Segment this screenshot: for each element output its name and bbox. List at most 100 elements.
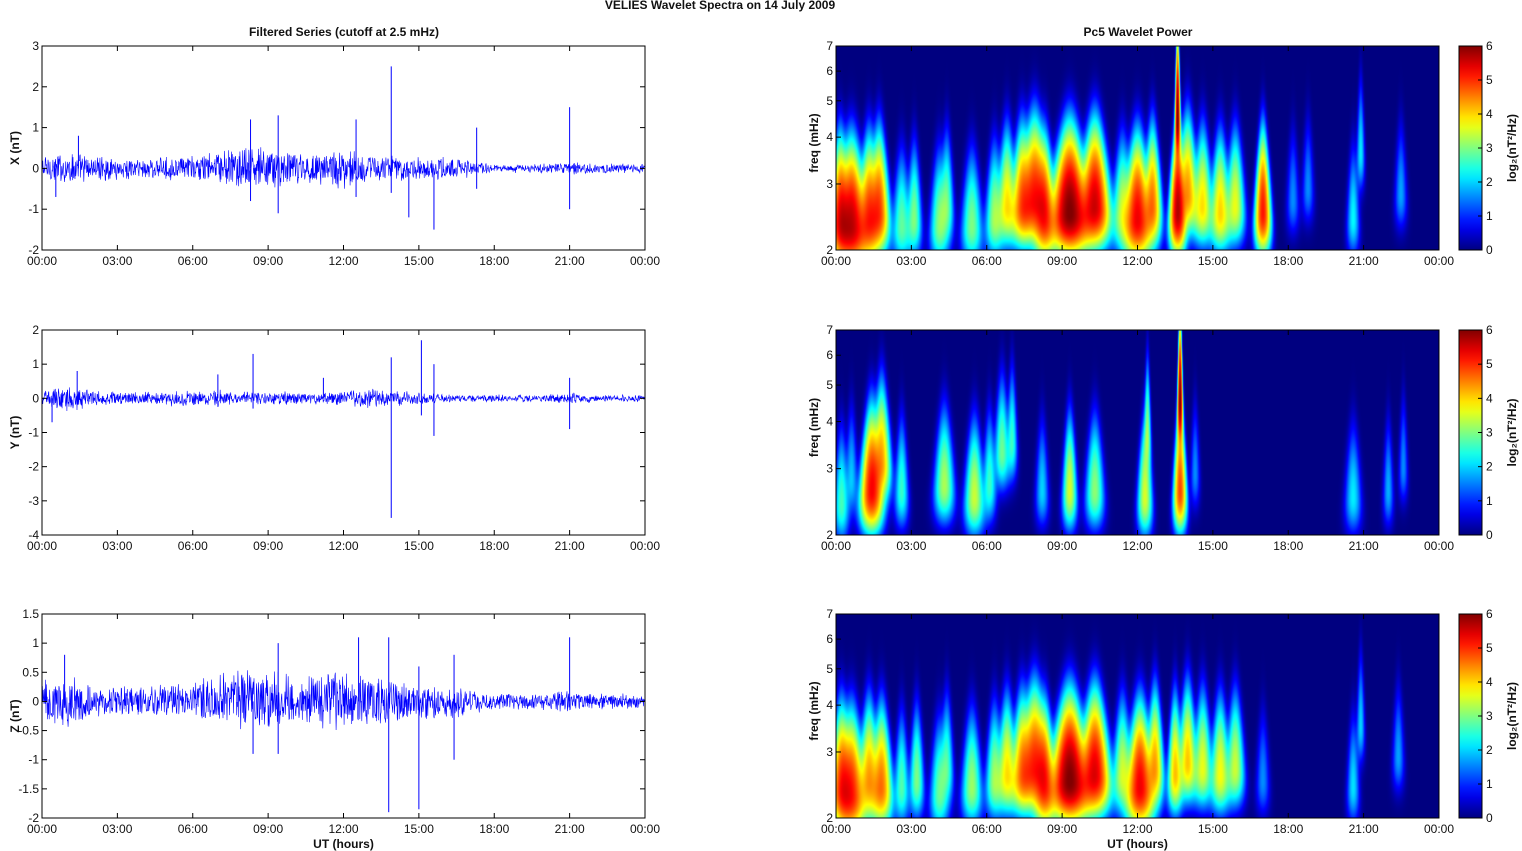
y-tick-label: 6 — [826, 64, 833, 78]
colorbar-tick-label: 4 — [1486, 107, 1493, 121]
x-tick-label: 06:00 — [972, 539, 1002, 553]
y-tick-label: -0.5 — [18, 724, 39, 738]
x-tick-label: 03:00 — [102, 254, 132, 268]
x-tick-label: 18:00 — [1273, 539, 1303, 553]
x-tick-label: 18:00 — [479, 254, 509, 268]
wavelet-power-image — [836, 330, 1439, 535]
colorbar-tick-label: 0 — [1486, 243, 1493, 257]
y-axis-label: X (nT) — [8, 131, 22, 165]
axes-frame — [41, 45, 646, 251]
x-tick-label: 21:00 — [555, 822, 585, 836]
x-tick-label: 06:00 — [178, 254, 208, 268]
x-tick-label: 03:00 — [102, 822, 132, 836]
y-tick-label: -2 — [28, 460, 39, 474]
left-column-title: Filtered Series (cutoff at 2.5 mHz) — [249, 25, 439, 39]
x-tick-label: 21:00 — [1349, 822, 1379, 836]
y-tick-label: -1.5 — [18, 782, 39, 796]
colorbar-tick-label: 0 — [1486, 528, 1493, 542]
colorbar-tick-label: 6 — [1486, 607, 1493, 621]
colorbar-tick-label: 5 — [1486, 357, 1493, 371]
y-tick-label: 4 — [826, 415, 833, 429]
x-tick-label: 00:00 — [630, 254, 660, 268]
y-tick-label: 1 — [32, 357, 39, 371]
x-tick-label: 15:00 — [404, 254, 434, 268]
colorbar-tick-label: 6 — [1486, 323, 1493, 337]
x-tick-label: 00:00 — [821, 539, 851, 553]
colorbar-tick-label: 1 — [1486, 777, 1493, 791]
y-axis-label: Y (nT) — [8, 416, 22, 450]
y-tick-label: 7 — [826, 323, 833, 337]
colorbar-tick-label: 4 — [1486, 675, 1493, 689]
x-tick-label: 03:00 — [896, 254, 926, 268]
y-axis-label: Z (nT) — [8, 699, 22, 732]
y-tick-label: 1 — [32, 121, 39, 135]
x-tick-label: 00:00 — [27, 254, 57, 268]
colorbar-tick-label: 5 — [1486, 73, 1493, 87]
colorbar-tick-label: 4 — [1486, 391, 1493, 405]
x-tick-label: 12:00 — [1122, 254, 1152, 268]
y-tick-label: -1 — [28, 753, 39, 767]
x-tick-label: 00:00 — [630, 822, 660, 836]
colorbar-tick-label: 1 — [1486, 494, 1493, 508]
x-tick-label: 09:00 — [1047, 254, 1077, 268]
colorbar-label: log₂(nT²/Hz) — [1505, 114, 1519, 182]
y-tick-label: 6 — [826, 632, 833, 646]
y-tick-label: 4 — [826, 698, 833, 712]
colorbar-label: log₂(nT²/Hz) — [1505, 682, 1519, 750]
x-tick-label: 18:00 — [1273, 822, 1303, 836]
x-tick-label: 06:00 — [178, 822, 208, 836]
x-tick-label: 18:00 — [479, 539, 509, 553]
x-tick-label: 06:00 — [178, 539, 208, 553]
x-tick-label: 00:00 — [1424, 822, 1454, 836]
y-tick-label: 7 — [826, 39, 833, 53]
x-tick-label: 18:00 — [1273, 254, 1303, 268]
x-tick-label: 18:00 — [479, 822, 509, 836]
y-tick-label: -4 — [28, 528, 39, 542]
colorbar-tick-label: 3 — [1486, 141, 1493, 155]
y-tick-label: 3 — [826, 745, 833, 759]
y-tick-label: 3 — [32, 39, 39, 53]
y-tick-label: 5 — [826, 94, 833, 108]
figure-title: VELIES Wavelet Spectra on 14 July 2009 — [605, 0, 836, 12]
colorbar-tick-label: 3 — [1486, 426, 1493, 440]
y-tick-label: -2 — [28, 243, 39, 257]
y-tick-label: 3 — [826, 177, 833, 191]
x-axis-label: UT (hours) — [313, 837, 374, 851]
series-line — [42, 147, 645, 189]
x-tick-label: 00:00 — [27, 539, 57, 553]
x-tick-label: 00:00 — [27, 822, 57, 836]
y-tick-label: 2 — [32, 80, 39, 94]
x-tick-label: 12:00 — [328, 539, 358, 553]
colorbar-tick-label: 1 — [1486, 209, 1493, 223]
y-tick-label: 0 — [32, 694, 39, 708]
y-tick-label: -1 — [28, 426, 39, 440]
x-tick-label: 15:00 — [1198, 254, 1228, 268]
y-tick-label: 1 — [32, 636, 39, 650]
y-tick-label: 2 — [32, 323, 39, 337]
y-tick-label: 3 — [826, 462, 833, 476]
y-tick-label: 5 — [826, 378, 833, 392]
x-tick-label: 00:00 — [821, 822, 851, 836]
y-tick-label: 6 — [826, 348, 833, 362]
x-tick-label: 03:00 — [896, 822, 926, 836]
x-tick-label: 21:00 — [1349, 539, 1379, 553]
x-tick-label: 09:00 — [253, 822, 283, 836]
x-tick-label: 00:00 — [1424, 254, 1454, 268]
x-axis-label: UT (hours) — [1107, 837, 1168, 851]
x-tick-label: 00:00 — [1424, 539, 1454, 553]
x-tick-label: 21:00 — [555, 539, 585, 553]
y-tick-label: 1.5 — [22, 607, 39, 621]
y-tick-label: 2 — [826, 811, 833, 825]
y-tick-label: 2 — [826, 528, 833, 542]
x-tick-label: 09:00 — [253, 254, 283, 268]
x-tick-label: 03:00 — [896, 539, 926, 553]
x-tick-label: 15:00 — [1198, 539, 1228, 553]
x-tick-label: 09:00 — [1047, 822, 1077, 836]
x-tick-label: 12:00 — [328, 254, 358, 268]
x-tick-label: 15:00 — [404, 822, 434, 836]
x-tick-label: 15:00 — [404, 539, 434, 553]
axes-frame — [41, 613, 646, 819]
wavelet-power-image — [836, 46, 1439, 250]
wavelet-power-image — [836, 614, 1439, 818]
